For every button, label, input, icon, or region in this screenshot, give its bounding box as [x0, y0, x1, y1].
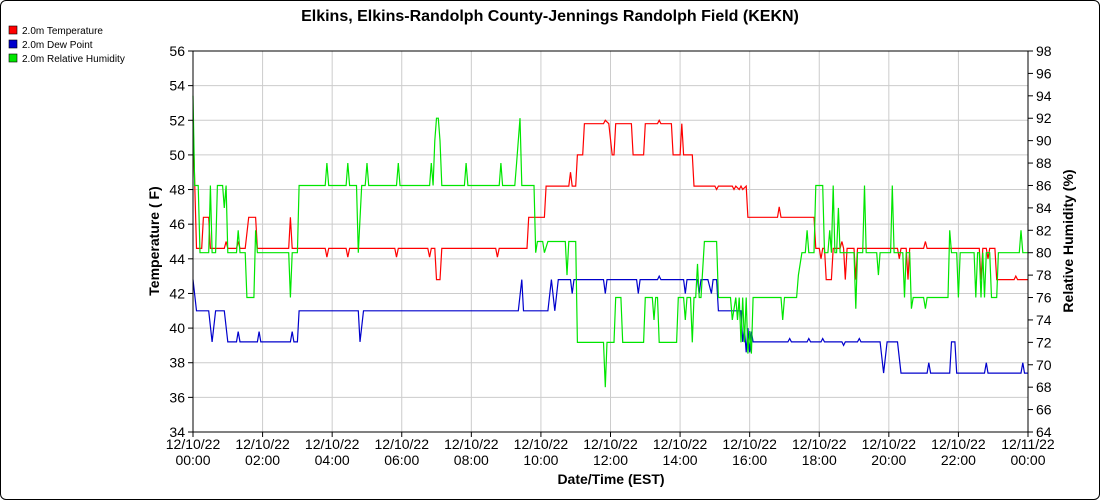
x-tick-date: 12/10/22 [166, 436, 221, 452]
x-tick-date: 12/10/22 [792, 436, 847, 452]
right-tick-label: 70 [1036, 357, 1052, 373]
left-tick-label: 52 [169, 112, 185, 128]
x-tick-time: 10:00 [523, 452, 558, 468]
right-tick-label: 78 [1036, 267, 1052, 283]
x-tick-time: 00:00 [1010, 452, 1045, 468]
right-tick-label: 74 [1036, 312, 1052, 328]
legend-swatch [8, 25, 18, 35]
grid [192, 50, 1029, 433]
series-line-2-0m-dew-point [192, 274, 1028, 374]
x-tick-time: 08:00 [454, 452, 489, 468]
right-tick-label: 80 [1036, 245, 1052, 261]
series-layer [192, 95, 1028, 388]
legend-label: 2.0m Relative Humidity [22, 54, 125, 65]
x-tick-date: 12/10/22 [722, 436, 777, 452]
series-line-2-0m-temperature [192, 118, 1028, 281]
x-axis-label: Date/Time (EST) [557, 471, 664, 487]
right-tick-label: 88 [1036, 155, 1052, 171]
x-tick-time: 04:00 [315, 452, 350, 468]
x-tick-time: 12:00 [593, 452, 628, 468]
x-tick-time: 02:00 [245, 452, 280, 468]
right-tick-label: 94 [1036, 88, 1052, 104]
left-tick-label: 44 [169, 251, 185, 267]
left-tick-label: 34 [169, 424, 185, 440]
y-axis-label-right: Relative Humidity (%) [1060, 169, 1076, 312]
x-tick-date: 12/10/22 [931, 436, 986, 452]
right-tick-label: 96 [1036, 65, 1052, 81]
right-tick-label: 68 [1036, 379, 1052, 395]
series-line-2-0m-relative-humidity [192, 95, 1028, 388]
left-tick-label: 42 [169, 285, 185, 301]
chart-title: Elkins, Elkins-Randolph County-Jennings … [301, 8, 799, 25]
left-tick-label: 38 [169, 355, 185, 371]
legend-swatch [8, 53, 18, 63]
x-tick-date: 12/10/22 [653, 436, 708, 452]
legend: 2.0m Temperature 2.0m Dew Point 2.0m Relat… [8, 25, 125, 65]
left-tick-label: 36 [169, 389, 185, 405]
left-tick-label: 56 [169, 43, 185, 59]
legend-label: 2.0m Temperature [22, 26, 103, 37]
left-axis: 34 36 38 40 42 44 46 48 50 52 54 56 [169, 43, 193, 440]
left-tick-label: 50 [169, 147, 185, 163]
x-tick-date: 12/10/22 [305, 436, 360, 452]
right-tick-label: 72 [1036, 334, 1052, 350]
legend-swatch [8, 39, 18, 49]
x-tick-time: 18:00 [802, 452, 837, 468]
left-tick-label: 48 [169, 182, 185, 198]
x-axis: 12/10/2200:0012/10/2202:0012/10/2204:001… [166, 432, 1055, 468]
x-tick-date: 12/10/22 [514, 436, 569, 452]
right-tick-label: 84 [1036, 200, 1052, 216]
x-tick-time: 22:00 [941, 452, 976, 468]
x-tick-date: 12/11/22 [1001, 436, 1055, 452]
legend-label: 2.0m Dew Point [22, 40, 93, 51]
right-tick-label: 82 [1036, 222, 1052, 238]
y-axis-label-left: Temperature ( F) [146, 186, 162, 295]
x-tick-time: 14:00 [663, 452, 698, 468]
x-tick-date: 12/10/22 [235, 436, 290, 452]
left-tick-label: 40 [169, 320, 185, 336]
right-tick-label: 90 [1036, 133, 1052, 149]
x-tick-date: 12/10/22 [444, 436, 499, 452]
right-tick-label: 98 [1036, 43, 1052, 59]
x-tick-date: 12/10/22 [583, 436, 638, 452]
x-tick-time: 06:00 [384, 452, 419, 468]
x-tick-date: 12/10/22 [375, 436, 430, 452]
right-tick-label: 92 [1036, 110, 1052, 126]
left-tick-label: 54 [169, 78, 185, 94]
right-tick-label: 86 [1036, 177, 1052, 193]
left-tick-label: 46 [169, 216, 185, 232]
right-tick-label: 64 [1036, 424, 1052, 440]
right-tick-label: 66 [1036, 402, 1052, 418]
right-tick-label: 76 [1036, 290, 1052, 306]
right-axis: 64 66 68 70 72 74 76 78 80 82 84 86 88 90 92 94 96 98 [1028, 43, 1052, 440]
x-tick-time: 16:00 [732, 452, 767, 468]
x-tick-time: 00:00 [175, 452, 210, 468]
x-tick-time: 20:00 [871, 452, 906, 468]
x-tick-date: 12/10/22 [862, 436, 917, 452]
